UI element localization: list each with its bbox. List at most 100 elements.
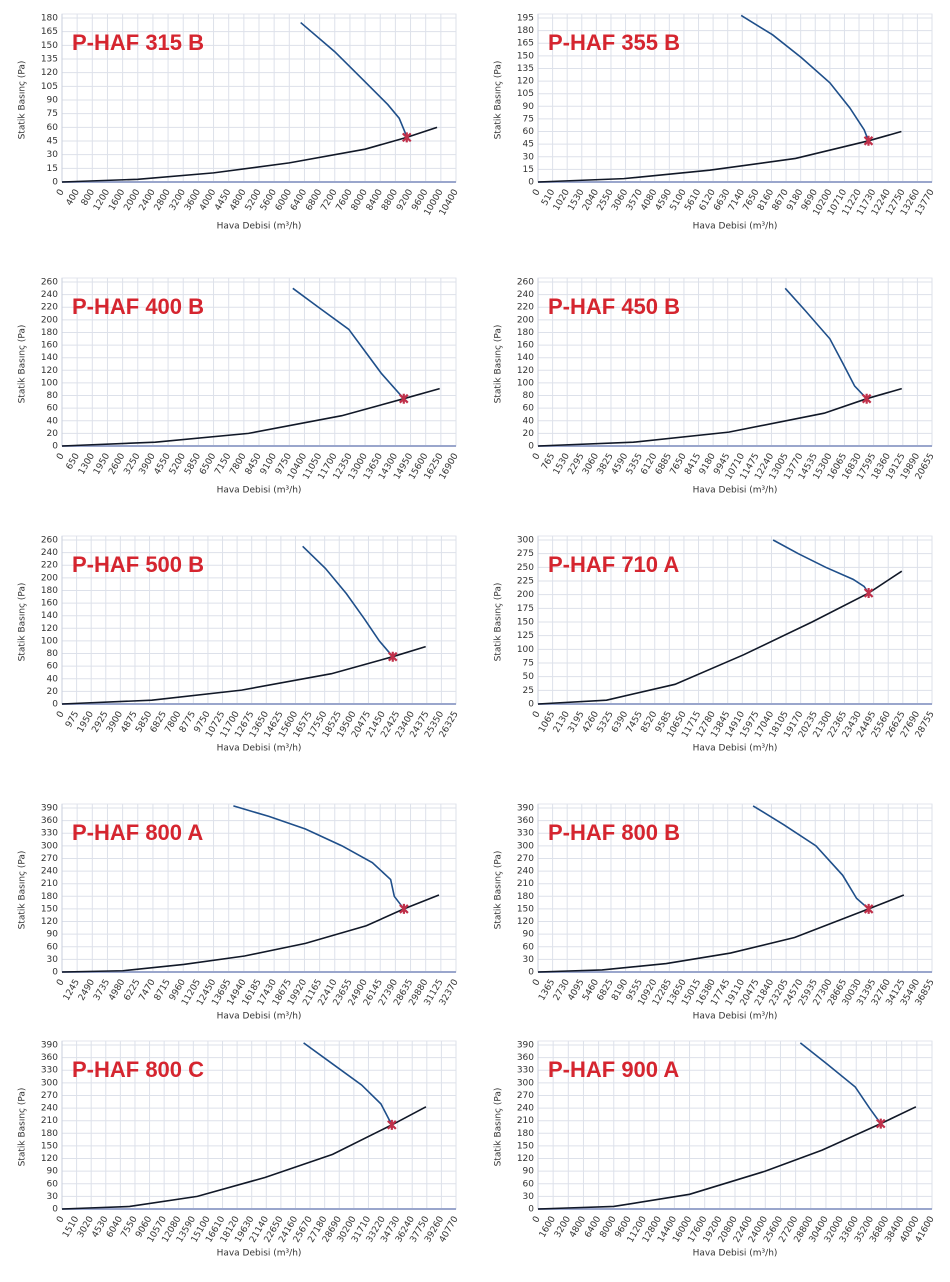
y-tick-label: 120 <box>517 917 534 927</box>
x-axis-label: Hava Debisi (m³/h) <box>693 222 778 232</box>
y-tick-label: 200 <box>41 315 58 325</box>
y-axis-label: Statik Basınç (Pa) <box>494 583 504 662</box>
curve <box>302 545 394 658</box>
plot-area <box>537 277 933 447</box>
y-axis-label: Statik Basınç (Pa) <box>18 851 28 930</box>
curve <box>537 387 902 447</box>
y-tick-label: 330 <box>41 829 58 839</box>
y-axis-label: Statik Basınç (Pa) <box>494 851 504 930</box>
y-tick-label: 20 <box>47 687 59 697</box>
y-tick-label: 80 <box>523 391 535 401</box>
chart: 0153045607590105120135150165180195051010… <box>494 13 937 232</box>
x-tick-label: 0 <box>531 188 543 198</box>
y-tick-label: 200 <box>517 590 534 600</box>
operating-point <box>875 1118 886 1129</box>
y-axis-label: Statik Basınç (Pa) <box>494 325 504 404</box>
y-tick-label: 225 <box>517 577 534 587</box>
y-tick-label: 240 <box>41 290 58 300</box>
chart: 0306090120150180210240270300330360390016… <box>494 1040 937 1259</box>
y-tick-label: 120 <box>41 624 58 634</box>
y-tick-label: 270 <box>517 1091 534 1101</box>
y-tick-label: 260 <box>517 278 534 288</box>
y-tick-label: 180 <box>41 14 58 24</box>
y-tick-label: 240 <box>41 548 58 558</box>
x-axis-label: Hava Debisi (m³/h) <box>217 744 302 754</box>
y-tick-label: 180 <box>517 892 534 902</box>
y-tick-label: 270 <box>517 854 534 864</box>
x-tick-label: 0 <box>55 978 67 988</box>
y-tick-label: 210 <box>517 879 534 889</box>
y-tick-label: 180 <box>41 1129 58 1139</box>
y-tick-label: 60 <box>47 942 59 952</box>
x-tick-label: 0 <box>55 188 67 198</box>
y-tick-label: 360 <box>41 816 58 826</box>
y-tick-label: 105 <box>517 89 534 99</box>
y-tick-label: 100 <box>41 636 58 646</box>
y-tick-label: 275 <box>517 549 534 559</box>
y-tick-label: 200 <box>41 573 58 583</box>
y-tick-label: 100 <box>517 645 534 655</box>
y-tick-label: 260 <box>41 278 58 288</box>
y-tick-label: 180 <box>41 328 58 338</box>
y-tick-label: 0 <box>52 442 58 452</box>
x-axis-label: Hava Debisi (m³/h) <box>217 1012 302 1022</box>
plot-area <box>537 535 933 705</box>
y-tick-label: 60 <box>523 404 535 414</box>
y-tick-label: 210 <box>41 1116 58 1126</box>
y-tick-label: 330 <box>41 1066 58 1076</box>
y-tick-label: 60 <box>47 1179 59 1189</box>
x-axis-label: Hava Debisi (m³/h) <box>217 222 302 232</box>
y-tick-label: 90 <box>523 930 535 940</box>
curve <box>300 21 408 138</box>
y-tick-label: 20 <box>47 429 59 439</box>
y-tick-label: 0 <box>528 442 534 452</box>
y-axis-label: Statik Basınç (Pa) <box>18 583 28 662</box>
y-tick-label: 0 <box>528 968 534 978</box>
x-tick-label: 0 <box>531 1215 543 1225</box>
y-tick-label: 30 <box>47 150 59 160</box>
x-axis-label: Hava Debisi (m³/h) <box>693 1012 778 1022</box>
y-axis-label: Statik Basınç (Pa) <box>18 325 28 404</box>
y-tick-label: 390 <box>41 1041 58 1051</box>
y-tick-label: 180 <box>517 1129 534 1139</box>
y-tick-label: 180 <box>517 328 534 338</box>
y-tick-label: 210 <box>41 879 58 889</box>
y-tick-label: 120 <box>41 68 58 78</box>
x-axis-label: Hava Debisi (m³/h) <box>693 744 778 754</box>
chart-title: P-HAF 900 A <box>548 1057 679 1082</box>
operating-point <box>401 132 412 143</box>
chart: 0306090120150180210240270300330360390013… <box>494 803 937 1022</box>
y-axis-label: Statik Basınç (Pa) <box>18 61 28 140</box>
chart: 0204060801001201401601802002202402600765… <box>494 277 937 496</box>
y-tick-label: 150 <box>517 1141 534 1151</box>
y-tick-label: 300 <box>41 841 58 851</box>
y-tick-label: 270 <box>41 854 58 864</box>
operating-point <box>399 393 409 404</box>
y-tick-label: 165 <box>517 39 534 49</box>
y-tick-label: 300 <box>41 1078 58 1088</box>
y-tick-label: 40 <box>47 416 59 426</box>
x-axis-label: Hava Debisi (m³/h) <box>693 1249 778 1259</box>
y-tick-label: 75 <box>523 114 534 124</box>
y-tick-label: 240 <box>517 867 534 877</box>
y-tick-label: 20 <box>523 429 535 439</box>
y-axis-label: Statik Basınç (Pa) <box>494 61 504 140</box>
curve <box>61 387 440 447</box>
curve <box>799 1042 882 1125</box>
curve <box>292 287 405 400</box>
x-tick-label: 0 <box>55 1215 67 1225</box>
y-tick-label: 125 <box>517 631 534 641</box>
y-tick-label: 50 <box>523 672 535 682</box>
x-axis-label: Hava Debisi (m³/h) <box>693 486 778 496</box>
y-tick-label: 60 <box>47 123 59 133</box>
y-tick-label: 30 <box>523 152 535 162</box>
y-tick-label: 135 <box>517 64 534 74</box>
y-axis-label: Statik Basınç (Pa) <box>18 1088 28 1167</box>
y-tick-label: 160 <box>517 341 534 351</box>
plot-area <box>537 803 933 973</box>
y-tick-label: 0 <box>52 968 58 978</box>
x-tick-label: 0 <box>531 452 543 462</box>
curve <box>784 287 868 400</box>
y-tick-label: 120 <box>517 77 534 87</box>
operating-point <box>861 393 872 404</box>
